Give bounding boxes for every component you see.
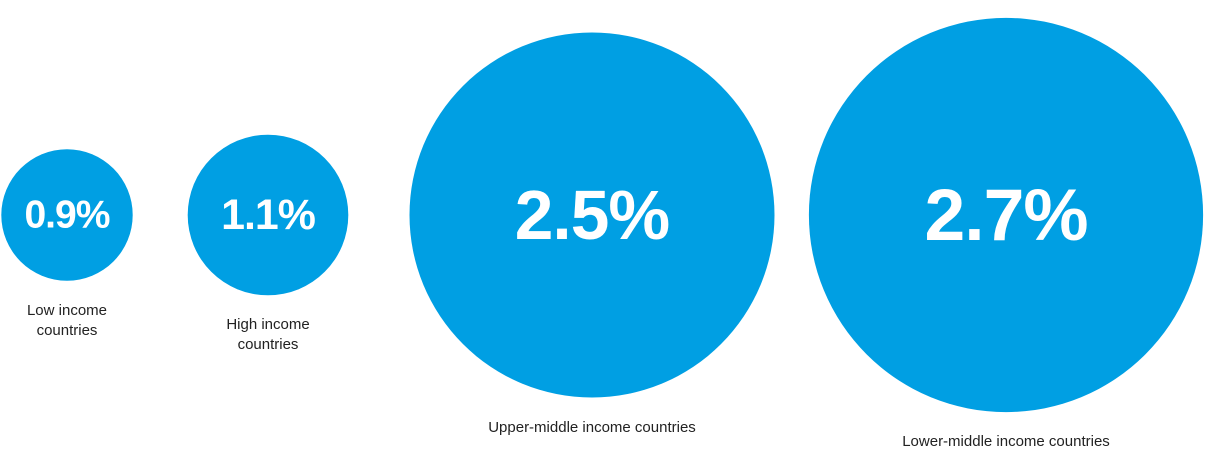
value-label: 0.9% <box>24 194 109 237</box>
category-label: Upper-middle income countries <box>488 418 696 436</box>
category-label: Lower-middle income countries <box>902 433 1110 451</box>
bubble <box>1 149 133 281</box>
value-label: 1.1% <box>221 191 315 239</box>
bubble <box>409 32 775 398</box>
bubble <box>187 134 349 296</box>
value-label: 2.7% <box>924 174 1087 256</box>
bubble <box>808 17 1204 413</box>
category-label: High income countries <box>226 316 310 354</box>
value-label: 2.5% <box>515 176 669 254</box>
category-label: Low income countries <box>26 301 108 339</box>
